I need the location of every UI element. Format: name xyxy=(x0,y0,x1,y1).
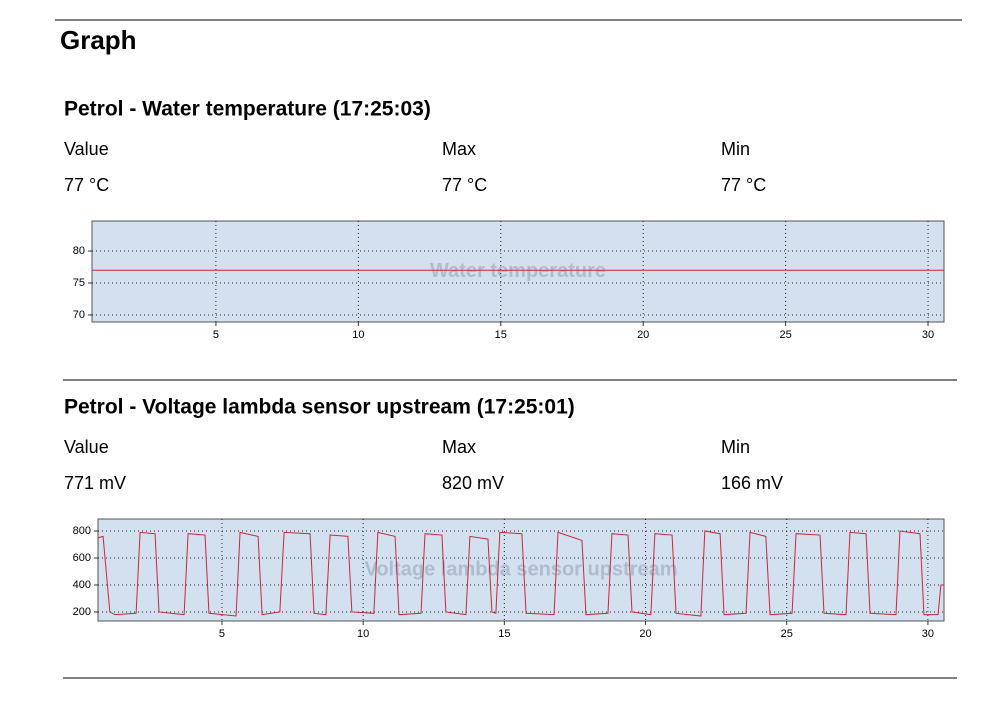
x-tick-label: 20 xyxy=(639,628,651,640)
x-tick-label: 25 xyxy=(779,329,791,341)
field-value: 820 mV xyxy=(442,473,504,493)
x-tick-label: 15 xyxy=(495,329,507,341)
x-tick-label: 5 xyxy=(213,329,219,341)
watermark: Water temperature xyxy=(430,260,606,282)
x-tick-label: 20 xyxy=(637,329,649,341)
y-tick-label: 75 xyxy=(73,277,85,289)
y-tick-label: 600 xyxy=(73,552,91,564)
field-value: 77 °C xyxy=(64,175,109,195)
field-value: 77 °C xyxy=(721,175,766,195)
field-label: Min xyxy=(721,437,750,457)
watermark: Voltage lambda sensor upstream xyxy=(364,558,677,580)
y-tick-label: 70 xyxy=(73,309,85,321)
field-value: 166 mV xyxy=(721,473,783,493)
x-tick-label: 15 xyxy=(498,628,510,640)
plot-area xyxy=(91,220,945,323)
x-tick-label: 30 xyxy=(922,329,934,341)
chart: Water temperature 5 10 15 20 25 30 70 75 80 xyxy=(73,220,945,341)
field-value: 771 mV xyxy=(64,473,126,493)
field-label: Max xyxy=(442,139,476,159)
field-label: Max xyxy=(442,437,476,457)
plot-area xyxy=(97,518,945,622)
heading: Graph xyxy=(60,25,137,55)
x-tick-label: 5 xyxy=(219,628,225,640)
data-line xyxy=(98,530,944,617)
y-tick-label: 80 xyxy=(73,245,85,257)
y-tick-label: 800 xyxy=(73,525,91,537)
section-title: Petrol - Water temperature (17:25:03) xyxy=(64,98,431,121)
field-label: Value xyxy=(64,437,109,457)
y-tick-label: 200 xyxy=(73,606,91,618)
chart: Voltage lambda sensor upstream 5 10 15 20 25 3… xyxy=(73,518,945,640)
section-title: Petrol - Voltage lambda sensor upstream … xyxy=(64,396,575,419)
x-tick-label: 10 xyxy=(352,329,364,341)
x-tick-label: 10 xyxy=(357,628,369,640)
field-value: 77 °C xyxy=(442,175,487,195)
x-tick-label: 30 xyxy=(922,628,934,640)
field-label: Value xyxy=(64,139,109,159)
y-tick-label: 400 xyxy=(73,579,91,591)
x-tick-label: 25 xyxy=(781,628,793,640)
field-label: Min xyxy=(721,139,750,159)
